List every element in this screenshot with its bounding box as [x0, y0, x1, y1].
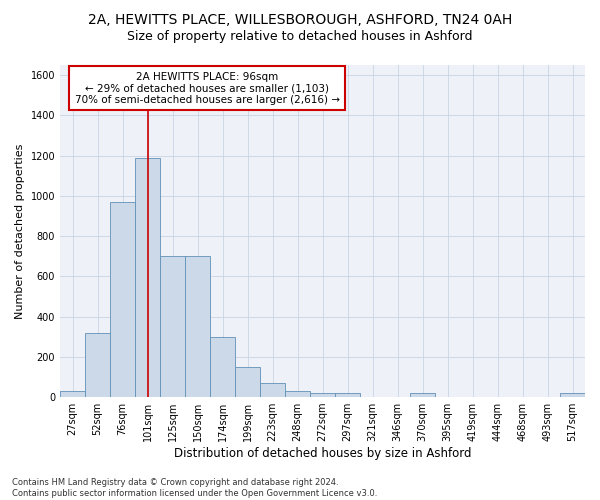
Bar [410, 393, 435, 397]
Bar [285, 391, 310, 397]
Bar [310, 393, 335, 397]
Bar [560, 393, 585, 397]
Bar [185, 256, 210, 397]
Y-axis label: Number of detached properties: Number of detached properties [15, 144, 25, 318]
Bar [135, 158, 160, 397]
Text: Size of property relative to detached houses in Ashford: Size of property relative to detached ho… [127, 30, 473, 43]
Bar [110, 202, 135, 397]
Text: Contains HM Land Registry data © Crown copyright and database right 2024.
Contai: Contains HM Land Registry data © Crown c… [12, 478, 377, 498]
Text: 2A HEWITTS PLACE: 96sqm
← 29% of detached houses are smaller (1,103)
70% of semi: 2A HEWITTS PLACE: 96sqm ← 29% of detache… [74, 72, 340, 105]
X-axis label: Distribution of detached houses by size in Ashford: Distribution of detached houses by size … [174, 447, 471, 460]
Bar [260, 383, 285, 397]
Text: 2A, HEWITTS PLACE, WILLESBOROUGH, ASHFORD, TN24 0AH: 2A, HEWITTS PLACE, WILLESBOROUGH, ASHFOR… [88, 12, 512, 26]
Bar [60, 391, 85, 397]
Bar [210, 336, 235, 397]
Bar [160, 256, 185, 397]
Bar [85, 332, 110, 397]
Bar [235, 367, 260, 397]
Bar [335, 393, 360, 397]
